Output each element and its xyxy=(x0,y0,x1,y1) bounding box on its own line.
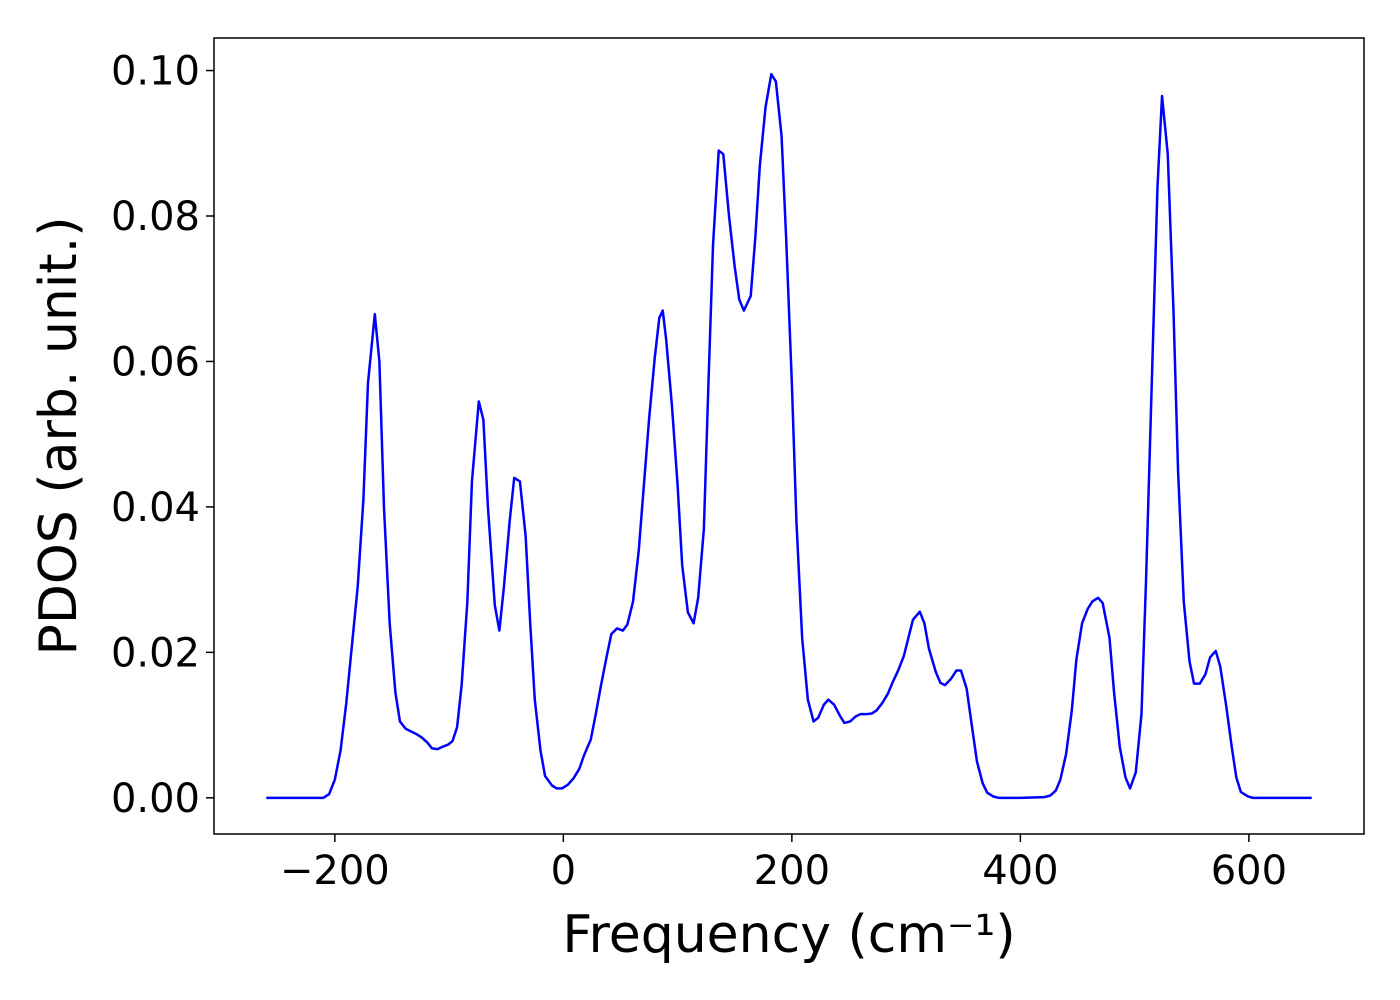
x-tick-label: 200 xyxy=(754,848,830,894)
y-tick-label: 0.08 xyxy=(111,194,200,240)
plot-frame xyxy=(213,37,1365,835)
y-tick-label: 0.00 xyxy=(111,776,200,822)
data-line xyxy=(266,72,1312,800)
y-tick-label: 0.02 xyxy=(111,630,200,676)
y-tick-label: 0.10 xyxy=(111,49,200,95)
y-tick-label: 0.04 xyxy=(111,485,200,531)
y-axis-label: PDOS (arb. unit.) xyxy=(29,216,89,655)
x-tick-label: 400 xyxy=(982,848,1058,894)
x-axis-label: Frequency (cm⁻¹) xyxy=(562,905,1015,965)
y-tick-label: 0.06 xyxy=(111,339,200,385)
x-tick-label: 600 xyxy=(1211,848,1287,894)
x-tick-label: 0 xyxy=(551,848,576,894)
x-tick-label: −200 xyxy=(280,848,390,894)
